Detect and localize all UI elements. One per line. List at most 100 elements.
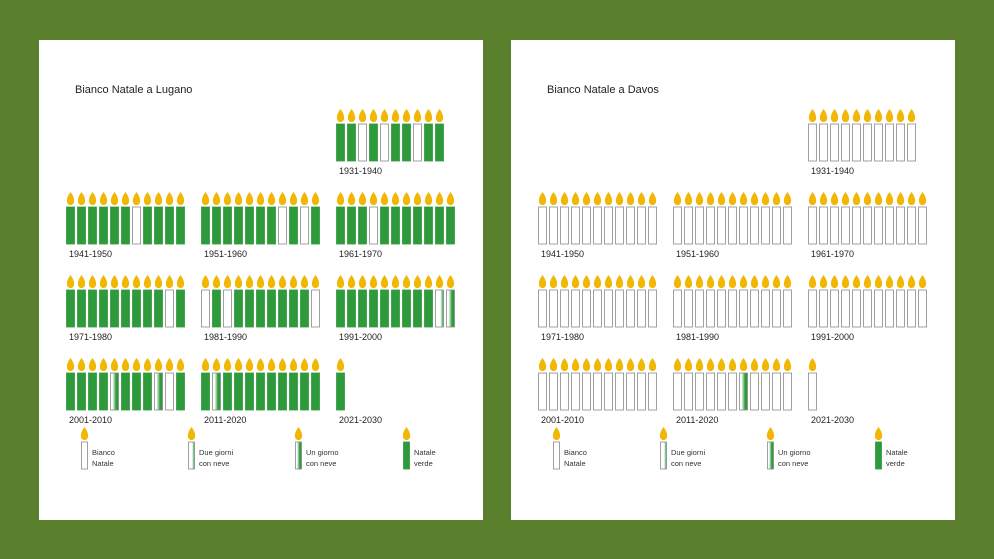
candle xyxy=(435,109,444,162)
candle-body xyxy=(648,289,657,328)
flame-icon xyxy=(637,358,646,371)
flame-icon xyxy=(212,275,221,288)
candle-body xyxy=(143,372,152,411)
flame-icon xyxy=(77,358,86,371)
candle-body xyxy=(874,206,883,245)
flame-icon xyxy=(187,427,196,440)
candle xyxy=(380,192,389,245)
flame-icon xyxy=(918,192,927,205)
candle xyxy=(863,192,872,245)
candle-body xyxy=(549,206,558,245)
candle-body xyxy=(154,372,163,411)
flame-icon xyxy=(336,109,345,122)
flame-icon xyxy=(706,192,715,205)
candle-body xyxy=(347,289,356,328)
flame-icon xyxy=(99,358,108,371)
candle xyxy=(841,109,850,162)
legend-candle xyxy=(766,427,775,470)
candle-body xyxy=(311,206,320,245)
candle-body xyxy=(256,206,265,245)
candle xyxy=(347,109,356,162)
flame-icon xyxy=(808,109,817,122)
flame-icon xyxy=(223,358,232,371)
candle-body xyxy=(571,372,580,411)
decade-1961-1970: 1961-1970 xyxy=(336,192,455,259)
flame-icon xyxy=(819,192,828,205)
candle xyxy=(165,192,174,245)
candle xyxy=(289,358,298,411)
candle xyxy=(852,109,861,162)
candle-body xyxy=(852,206,861,245)
candle-body xyxy=(695,289,704,328)
candle xyxy=(874,192,883,245)
candle xyxy=(582,358,591,411)
decade-1971-1980: 1971-1980 xyxy=(538,275,657,342)
candle-body xyxy=(99,289,108,328)
candle-body xyxy=(819,289,828,328)
candle xyxy=(582,192,591,245)
candle-body xyxy=(77,372,86,411)
candle-body xyxy=(907,289,916,328)
candle-body xyxy=(176,206,185,245)
decade-label: 2011-2020 xyxy=(204,415,246,425)
flame-icon xyxy=(88,358,97,371)
candle xyxy=(300,275,309,328)
candle-body xyxy=(289,206,298,245)
candle-body xyxy=(143,289,152,328)
candle xyxy=(841,275,850,328)
candle xyxy=(223,192,232,245)
candle xyxy=(435,275,444,328)
flame-icon xyxy=(154,192,163,205)
flame-icon xyxy=(347,275,356,288)
candle-body xyxy=(874,123,883,162)
candle xyxy=(234,192,243,245)
flame-icon xyxy=(66,358,75,371)
candle-body xyxy=(571,206,580,245)
candle-body xyxy=(212,206,221,245)
flame-icon xyxy=(300,192,309,205)
flame-icon xyxy=(201,358,210,371)
candle xyxy=(819,275,828,328)
candle xyxy=(885,192,894,245)
candle-body xyxy=(267,206,276,245)
candle-body xyxy=(560,206,569,245)
flame-icon xyxy=(549,192,558,205)
candle xyxy=(783,192,792,245)
candle xyxy=(77,358,86,411)
candle xyxy=(571,192,580,245)
candle xyxy=(201,358,210,411)
candle xyxy=(245,275,254,328)
candle-body xyxy=(772,289,781,328)
candle-body xyxy=(593,206,602,245)
legend-candle xyxy=(659,427,668,470)
candle-body xyxy=(336,289,345,328)
candle xyxy=(648,192,657,245)
flame-icon xyxy=(223,275,232,288)
candle xyxy=(66,358,75,411)
candle-body xyxy=(66,206,75,245)
candle xyxy=(615,192,624,245)
decade-2021-2030: 2021-2030 xyxy=(336,358,382,425)
candle-body xyxy=(267,289,276,328)
decade-2001-2010: 2001-2010 xyxy=(538,358,657,425)
candle-body xyxy=(435,123,444,162)
flame-icon xyxy=(380,109,389,122)
flame-icon xyxy=(245,192,254,205)
candle xyxy=(256,358,265,411)
flame-icon xyxy=(560,275,569,288)
candle xyxy=(143,358,152,411)
candle xyxy=(380,109,389,162)
candle xyxy=(201,275,210,328)
candle-body xyxy=(336,206,345,245)
candle xyxy=(604,275,613,328)
candle xyxy=(637,275,646,328)
candle-body xyxy=(212,372,221,411)
candle-body xyxy=(604,206,613,245)
candle xyxy=(176,275,185,328)
candle xyxy=(593,275,602,328)
flame-icon xyxy=(538,192,547,205)
candle xyxy=(143,192,152,245)
candle xyxy=(446,192,455,245)
decade-label: 1961-1970 xyxy=(811,249,854,259)
flame-icon xyxy=(582,275,591,288)
